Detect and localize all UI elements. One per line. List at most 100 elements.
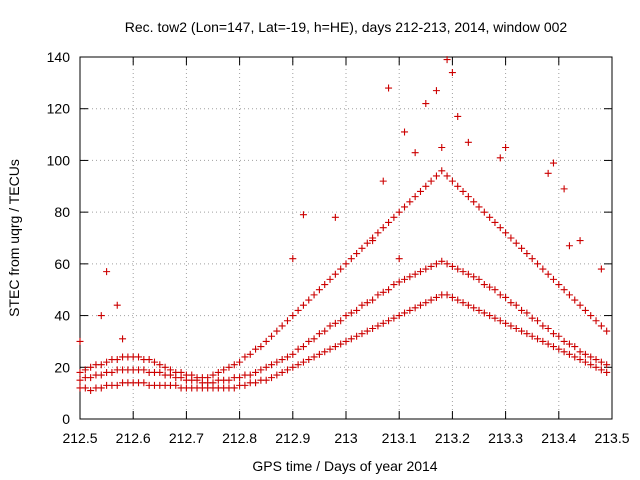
data-point xyxy=(459,299,467,307)
data-point xyxy=(401,203,409,211)
data-point xyxy=(225,363,233,371)
y-tick-label: 120 xyxy=(47,101,71,117)
data-point xyxy=(76,376,84,384)
data-point xyxy=(145,356,153,364)
data-point xyxy=(299,343,307,351)
x-tick-label: 213 xyxy=(334,430,358,446)
data-point xyxy=(299,301,307,309)
data-point xyxy=(385,218,393,226)
data-point xyxy=(278,322,286,330)
x-tick-label: 212.5 xyxy=(62,430,97,446)
data-point xyxy=(560,337,568,345)
data-point xyxy=(76,337,84,345)
data-point xyxy=(172,381,180,389)
data-point xyxy=(299,211,307,219)
data-point xyxy=(539,265,547,273)
data-point xyxy=(534,317,542,325)
data-point xyxy=(480,208,488,216)
data-point xyxy=(475,203,483,211)
data-point xyxy=(273,371,281,379)
data-point xyxy=(406,306,414,314)
data-point xyxy=(262,337,270,345)
data-point xyxy=(491,218,499,226)
data-point xyxy=(257,343,265,351)
data-point xyxy=(156,368,164,376)
data-point xyxy=(491,314,499,322)
data-point xyxy=(411,270,419,278)
data-point xyxy=(305,296,313,304)
data-point xyxy=(576,301,584,309)
data-point xyxy=(103,358,111,366)
data-point xyxy=(470,304,478,312)
data-point xyxy=(363,299,371,307)
data-point xyxy=(166,366,174,374)
data-point xyxy=(310,353,318,361)
data-point xyxy=(342,337,350,345)
data-point xyxy=(321,281,329,289)
data-point xyxy=(416,187,424,195)
data-point xyxy=(443,172,451,180)
data-point xyxy=(523,309,531,317)
data-point xyxy=(161,363,169,371)
data-point xyxy=(576,348,584,356)
data-point xyxy=(518,244,526,252)
data-point xyxy=(587,361,595,369)
data-point xyxy=(337,317,345,325)
data-point xyxy=(374,322,382,330)
y-tick-label: 0 xyxy=(62,411,70,427)
data-point xyxy=(310,291,318,299)
data-point xyxy=(459,187,467,195)
data-point xyxy=(534,335,542,343)
data-point xyxy=(326,345,334,353)
y-tick-label: 140 xyxy=(47,49,71,65)
data-point xyxy=(81,384,89,392)
data-point xyxy=(464,138,472,146)
data-point xyxy=(507,322,515,330)
data-point xyxy=(539,337,547,345)
axis-ticks: 212.5 212.6 212.7 212.8 212.9 213 213.1 213.2 21… xyxy=(47,49,630,446)
data-point xyxy=(587,312,595,320)
y-axis-label: STEC from uqrg / TECUs xyxy=(6,159,22,317)
data-point xyxy=(230,384,238,392)
data-point xyxy=(576,356,584,364)
data-point xyxy=(502,229,510,237)
data-point xyxy=(289,255,297,263)
data-point xyxy=(555,345,563,353)
data-point xyxy=(571,343,579,351)
data-point xyxy=(150,358,158,366)
data-point xyxy=(422,299,430,307)
data-point xyxy=(512,239,520,247)
data-point xyxy=(464,270,472,278)
series-0 xyxy=(76,291,611,395)
data-points xyxy=(76,56,611,395)
data-point xyxy=(464,301,472,309)
x-tick-label: 213.3 xyxy=(488,430,523,446)
y-tick-label: 80 xyxy=(54,204,70,220)
data-point xyxy=(581,306,589,314)
data-point xyxy=(347,335,355,343)
data-point xyxy=(369,296,377,304)
data-point xyxy=(331,319,339,327)
series-2 xyxy=(76,167,611,382)
data-point xyxy=(385,317,393,325)
data-point xyxy=(379,177,387,185)
data-point xyxy=(512,325,520,332)
data-point xyxy=(432,260,440,268)
data-point xyxy=(565,340,573,348)
data-point xyxy=(512,301,520,309)
data-point xyxy=(422,182,430,190)
data-point xyxy=(246,371,254,379)
y-tick-label: 100 xyxy=(47,152,71,168)
data-point xyxy=(486,213,494,221)
data-point xyxy=(209,379,217,387)
data-point xyxy=(177,368,185,376)
data-point xyxy=(331,270,339,278)
data-point xyxy=(87,374,95,382)
data-point xyxy=(363,327,371,335)
data-point xyxy=(544,340,552,348)
data-point xyxy=(315,330,323,338)
data-point xyxy=(597,322,605,330)
data-point xyxy=(342,312,350,320)
x-tick-label: 212.7 xyxy=(169,430,204,446)
